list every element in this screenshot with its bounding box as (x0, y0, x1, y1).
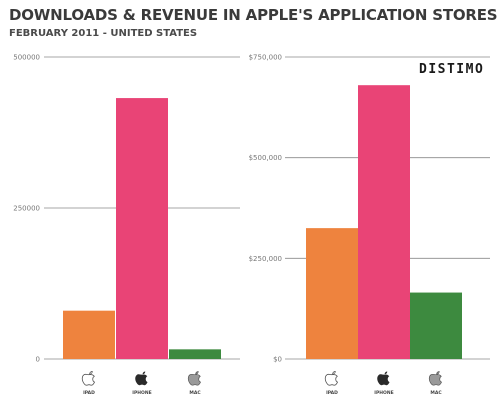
category-label: MAC (189, 390, 201, 396)
category-label: IPHONE (132, 390, 151, 396)
bar-mac (410, 292, 462, 359)
bar-ipad (306, 228, 358, 359)
category-label: IPHONE (374, 390, 393, 396)
apple-icon (324, 371, 339, 386)
y-tick-label: 500000 (13, 54, 40, 62)
revenue-chart: $0 $250,000 $500,000 $750,000 IPAD IPHONE MAC (249, 54, 490, 396)
downloads-chart: 0 250000 500000 IPAD IPHONE MAC (13, 54, 240, 396)
chart-subtitle: FEBRUARY 2011 - UNITED STATES (9, 28, 198, 39)
bar-iphone (116, 98, 168, 360)
bar-mac (169, 349, 221, 359)
device-iphone: IPHONE (374, 371, 394, 396)
category-label: IPAD (326, 390, 338, 396)
device-iphone: IPHONE (132, 371, 152, 396)
device-ipad: IPAD (81, 371, 96, 396)
distimo-logo: DISTIMO (419, 62, 484, 77)
y-tick-label: $250,000 (249, 255, 282, 263)
y-tick-label: $750,000 (249, 54, 282, 62)
bar-ipad (63, 310, 115, 359)
device-mac: MAC (187, 371, 201, 396)
category-label: IPAD (83, 390, 95, 396)
device-ipad: IPAD (324, 371, 339, 396)
chart-title: DOWNLOADS & REVENUE IN APPLE'S APPLICATI… (9, 6, 498, 24)
apple-icon (377, 371, 390, 386)
category-label: MAC (430, 390, 442, 396)
device-mac: MAC (428, 371, 442, 396)
apple-icon (428, 371, 442, 386)
apple-icon (135, 371, 148, 386)
apple-icon (81, 371, 96, 386)
y-tick-label: 250000 (13, 205, 40, 213)
y-tick-label: $500,000 (249, 154, 282, 162)
bar-iphone (358, 85, 410, 359)
y-tick-label: $0 (273, 356, 282, 364)
y-tick-label: 0 (36, 356, 40, 364)
apple-icon (187, 371, 201, 386)
